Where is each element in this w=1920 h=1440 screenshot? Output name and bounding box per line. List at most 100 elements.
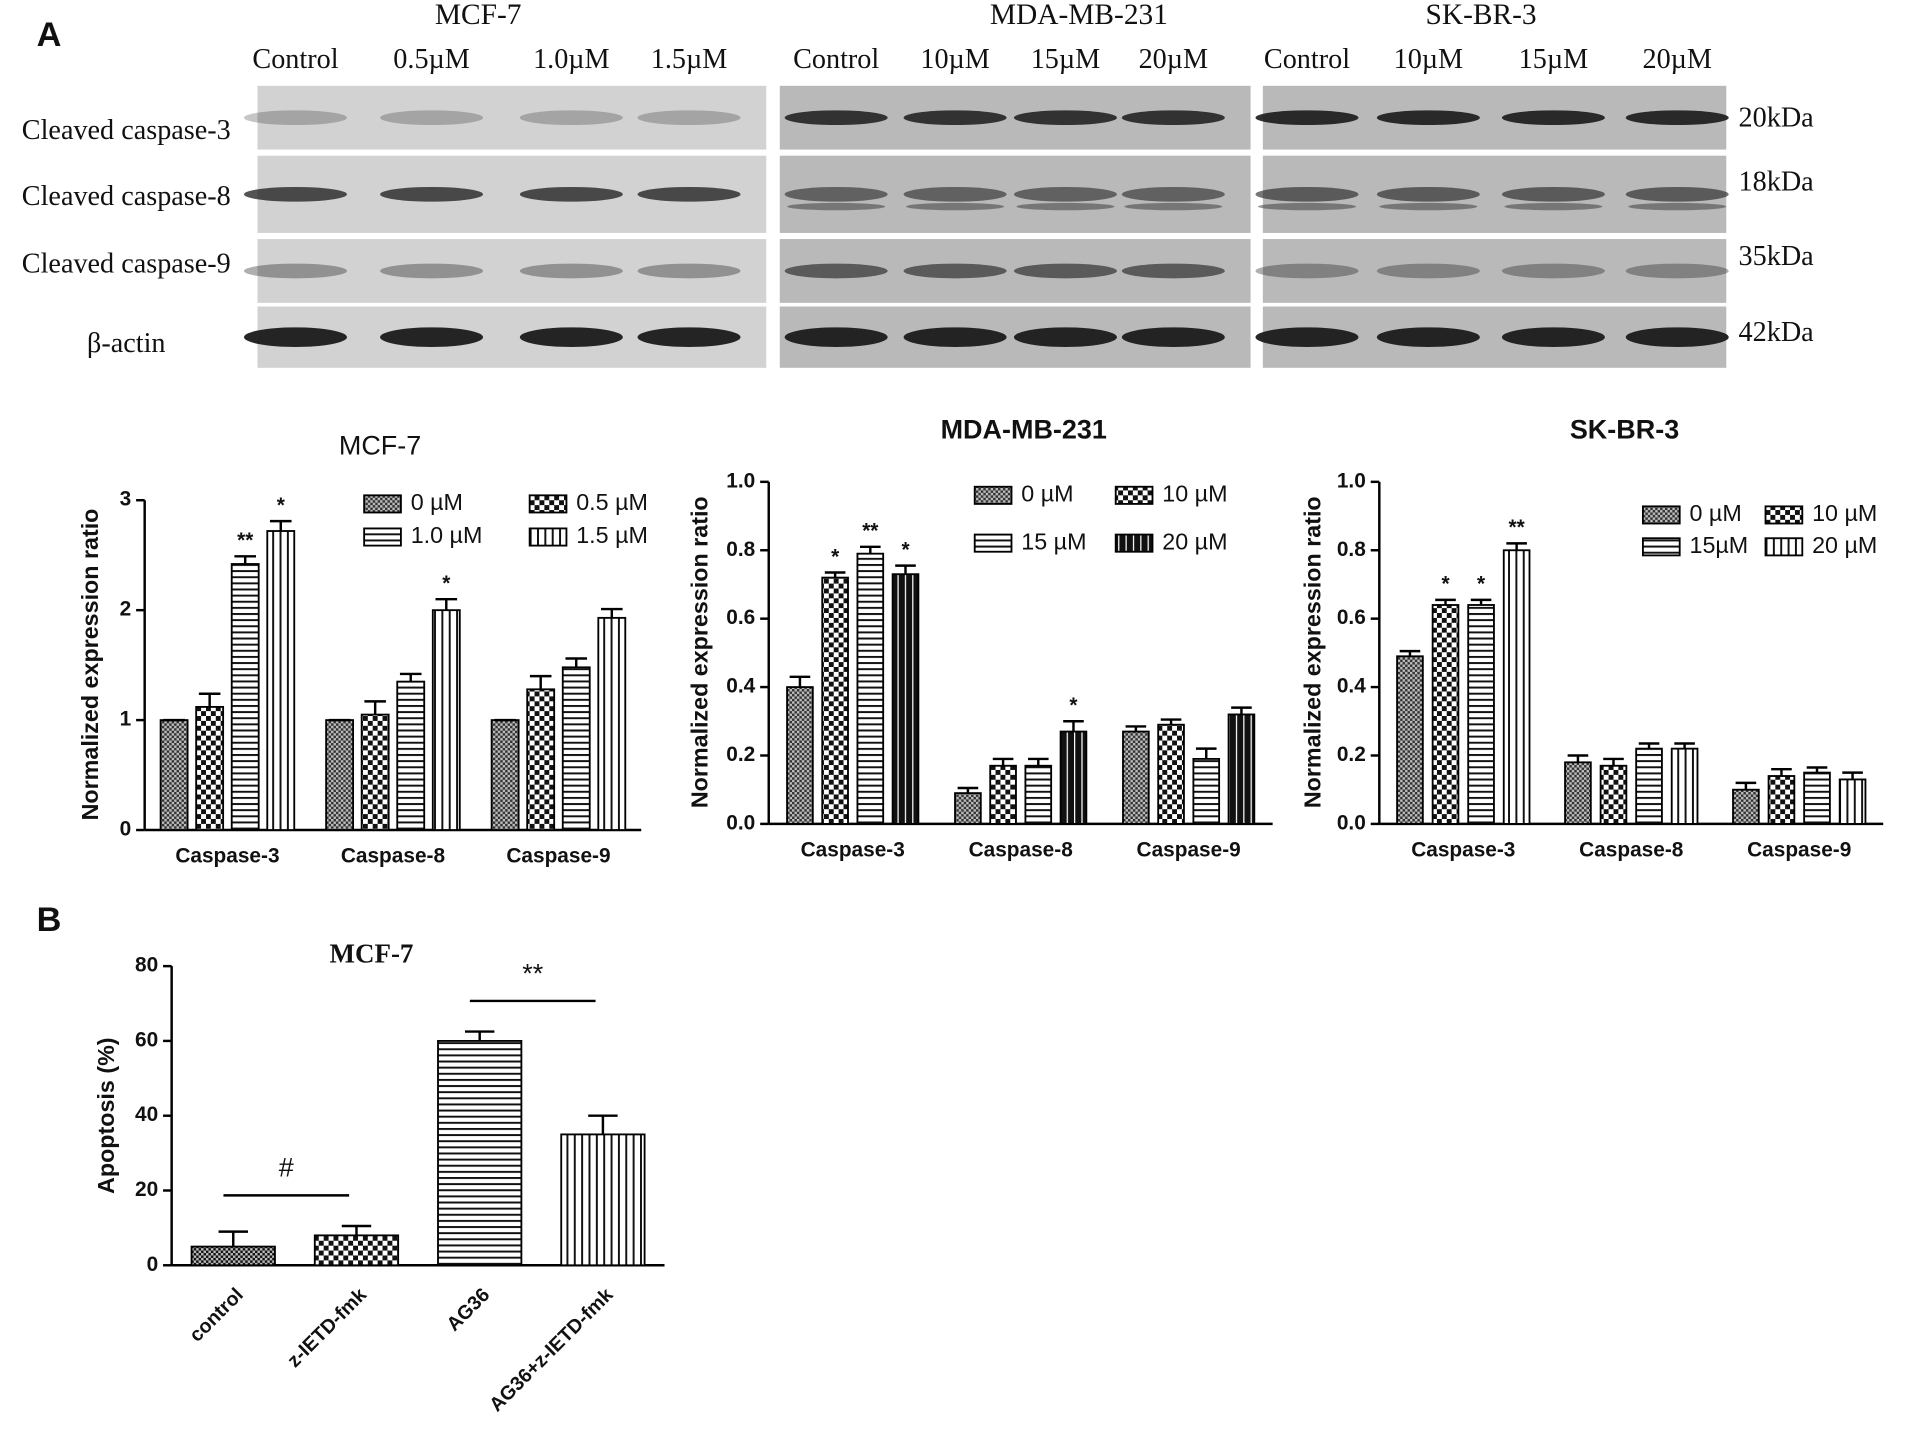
legend-label: 1.0 µM xyxy=(411,522,483,548)
legend-swatch xyxy=(973,485,1013,505)
blot-cell-line: MDA-MB-231 xyxy=(990,0,1168,31)
blot-band xyxy=(380,186,484,202)
chart-title: SK-BR-3 xyxy=(1570,415,1679,445)
blot-band xyxy=(243,327,347,347)
y-tick-label: 1.0 xyxy=(726,469,755,492)
y-tick-label: 1.0 xyxy=(1337,469,1366,492)
bar xyxy=(431,609,461,831)
y-tick-label: 2 xyxy=(120,598,132,621)
x-tick-label: AG36 xyxy=(442,1284,494,1336)
bar xyxy=(856,552,885,825)
y-axis-label: Normalized expression ratio xyxy=(77,509,103,821)
blot-band xyxy=(1625,110,1729,126)
blot-band xyxy=(1013,327,1117,347)
blot-lane-label: 10µM xyxy=(1394,44,1464,75)
blot-band xyxy=(1501,110,1605,126)
x-tick-label: z-IETD-fmk xyxy=(283,1284,371,1372)
bar xyxy=(1157,723,1185,825)
bar xyxy=(313,1234,400,1267)
blot-band xyxy=(380,263,484,279)
significance-label: * xyxy=(831,545,840,568)
comparison-label: # xyxy=(279,1153,294,1183)
blot-band xyxy=(903,110,1007,126)
significance-label: ** xyxy=(237,529,254,552)
blot-band xyxy=(1124,202,1223,211)
blot-band xyxy=(784,327,888,347)
bar xyxy=(190,1245,276,1267)
blot-cell-line: MCF-7 xyxy=(435,0,522,31)
blot-band xyxy=(1013,263,1117,279)
blot-strip xyxy=(1262,239,1727,303)
blot-band xyxy=(1255,327,1359,347)
bar xyxy=(526,688,556,831)
blot-lane-label: 10µM xyxy=(920,44,989,75)
y-tick-label: 0.8 xyxy=(1337,538,1366,561)
x-tick-label: Caspase-8 xyxy=(969,838,1073,861)
legend-swatch xyxy=(528,494,568,514)
legend-label: 20 µM xyxy=(1162,528,1227,554)
blot-band xyxy=(903,186,1007,202)
x-tick-label: AG36+z-IETD-fmk xyxy=(485,1284,617,1416)
significance-label: * xyxy=(1477,573,1486,596)
blot-row-label: Cleaved caspase-8 xyxy=(22,181,231,212)
blot-band xyxy=(1379,202,1478,211)
chart-title: MCF-7 xyxy=(330,939,414,969)
legend-swatch xyxy=(1641,505,1681,525)
panel-label: A xyxy=(37,16,62,54)
blot-band xyxy=(1504,202,1603,211)
significance-label: ** xyxy=(862,520,879,543)
x-tick-label: Caspase-9 xyxy=(506,845,610,868)
blot-band xyxy=(784,263,888,279)
bar xyxy=(989,764,1017,825)
bar xyxy=(1059,730,1088,825)
x-tick-label: control xyxy=(185,1284,248,1347)
comparison-label: ** xyxy=(522,958,543,988)
bar xyxy=(437,1040,523,1267)
blot-band xyxy=(1013,186,1117,202)
bar xyxy=(891,573,920,825)
bar xyxy=(560,1133,646,1267)
blot-band xyxy=(903,327,1007,347)
blot-band xyxy=(1501,263,1605,279)
legend-label: 1.5 µM xyxy=(576,522,648,548)
blot-band xyxy=(637,263,741,279)
blot-size-label: 18kDa xyxy=(1739,166,1815,197)
legend-swatch xyxy=(363,527,402,547)
blot-size-label: 20kDa xyxy=(1739,103,1815,134)
legend-swatch xyxy=(1764,505,1804,525)
bar xyxy=(561,666,591,831)
y-tick-label: 0.8 xyxy=(726,538,755,561)
blot-band xyxy=(1121,186,1225,202)
y-tick-label: 0.4 xyxy=(726,675,755,698)
blot-band xyxy=(1625,263,1729,279)
bar xyxy=(1670,747,1699,825)
blot-band xyxy=(1376,186,1480,202)
blot-lane-label: 15µM xyxy=(1519,44,1589,75)
significance-label: * xyxy=(442,572,451,595)
legend-swatch xyxy=(1764,537,1804,557)
blot-band xyxy=(1376,110,1480,126)
blot-band xyxy=(1016,202,1115,211)
x-tick-label: Caspase-3 xyxy=(175,845,279,868)
bar xyxy=(230,563,260,831)
significance-label: * xyxy=(277,494,286,517)
blot-band xyxy=(1625,327,1729,347)
blot-band xyxy=(380,110,484,126)
y-tick-label: 0.4 xyxy=(1337,675,1366,698)
bar xyxy=(325,719,355,831)
y-axis-label: Apoptosis (%) xyxy=(93,1037,119,1193)
significance-label: * xyxy=(1069,694,1078,717)
y-tick-label: 60 xyxy=(135,1028,158,1051)
legend-label: 20 µM xyxy=(1812,532,1877,558)
blot-band xyxy=(784,110,888,126)
significance-label: * xyxy=(901,538,910,561)
blot-band xyxy=(1255,186,1359,202)
bar xyxy=(1599,764,1628,825)
bar xyxy=(1732,788,1760,825)
blot-lane-label: 15µM xyxy=(1031,44,1101,75)
blot-band xyxy=(1501,186,1605,202)
bar xyxy=(1396,655,1424,825)
legend-label: 0.5 µM xyxy=(576,489,648,515)
bar xyxy=(1024,764,1053,825)
blot-band xyxy=(519,186,623,202)
